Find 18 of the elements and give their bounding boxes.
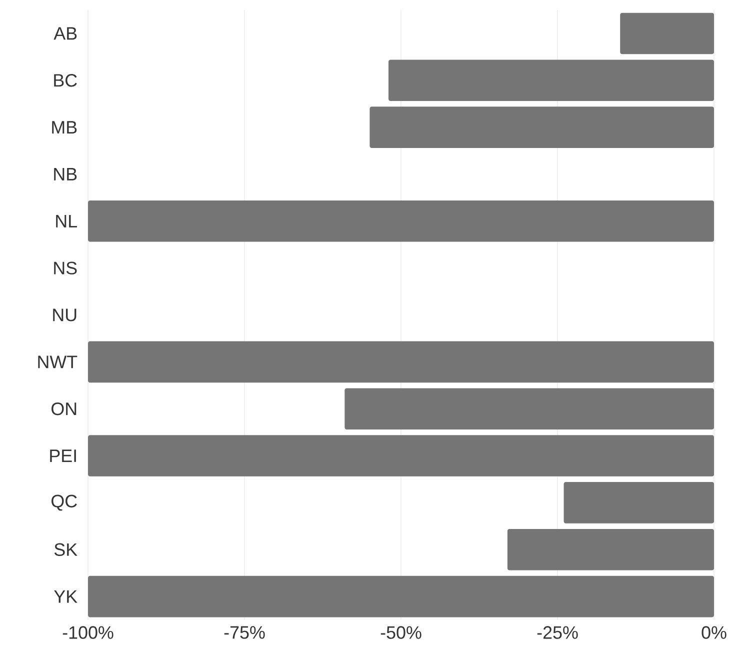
y-tick-label: NU (53, 308, 76, 322)
y-tick-label: AB (54, 27, 77, 40)
x-tick-label: 0% (702, 626, 726, 639)
x-tick-label: -75% (224, 626, 265, 639)
y-tick-label: PEI (50, 450, 76, 462)
y-tick-label: YK (54, 590, 78, 603)
y-tick-label: QC (52, 494, 77, 511)
x-tick-label: -100% (62, 626, 114, 639)
y-tick-label: NB (54, 168, 77, 180)
y-tick-label: ON (52, 402, 76, 416)
y-tick-label: NWT (38, 356, 78, 368)
y-tick-label: NS (54, 262, 77, 274)
y-tick-label: MB (52, 121, 77, 134)
y-tick-label: BC (54, 74, 77, 87)
y-tick-label: SK (54, 543, 78, 556)
y-tick-label: NL (56, 214, 77, 228)
x-tick-label: -50% (380, 626, 422, 639)
x-tick-label: -25% (537, 626, 578, 639)
